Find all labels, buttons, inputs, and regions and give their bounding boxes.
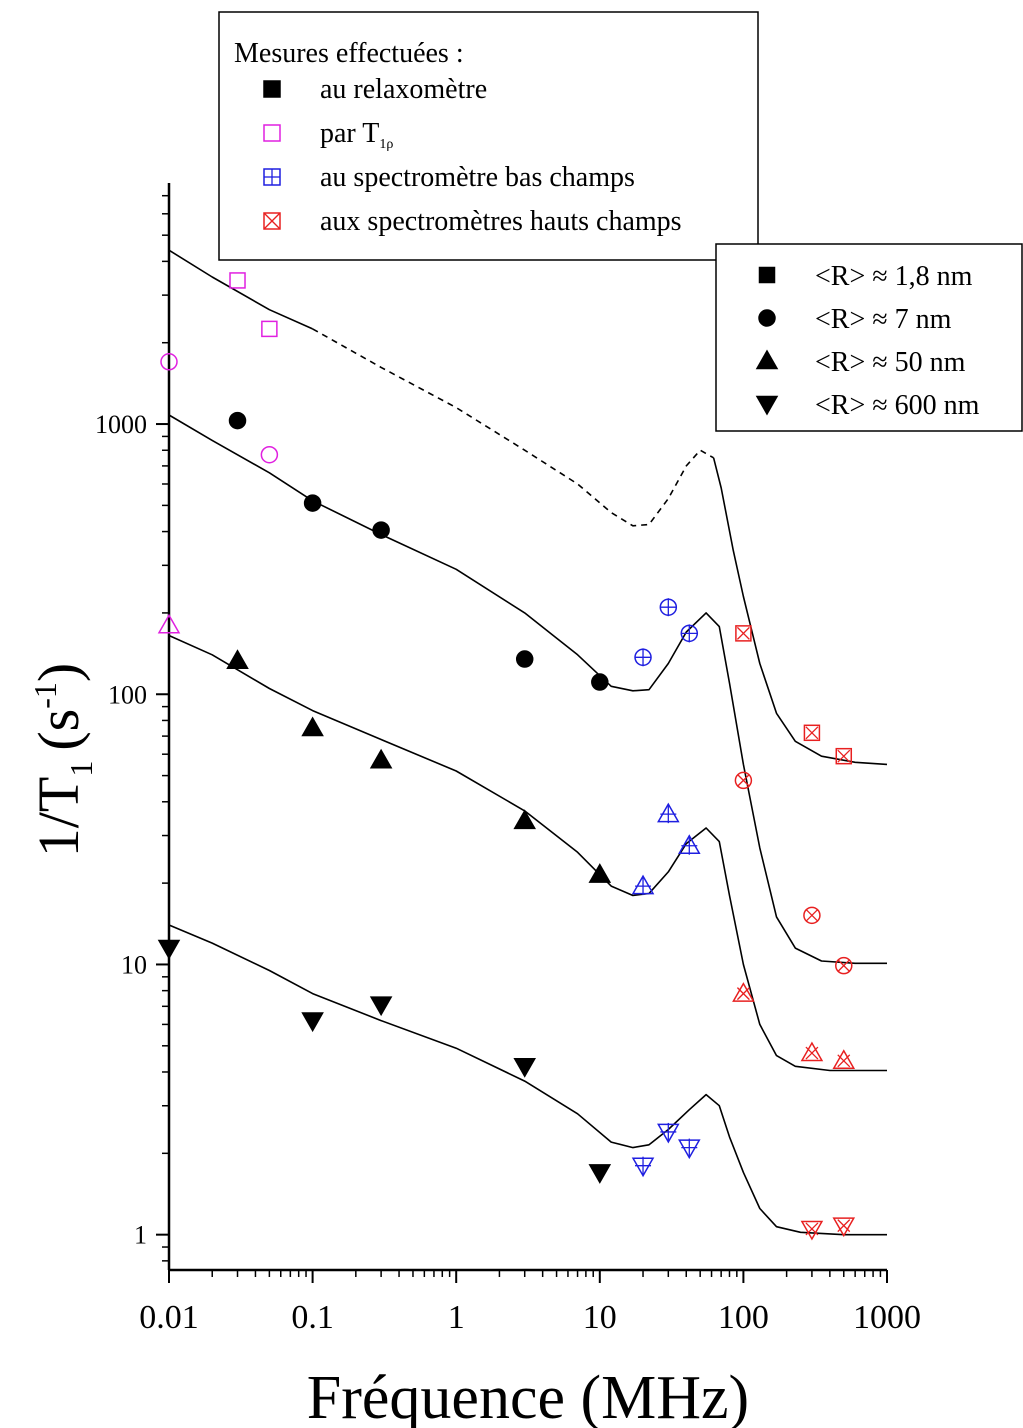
point-circle-relaxometre [373,522,389,538]
point-triangle-up-relaxometre [515,811,535,829]
x-tick-label: 1000 [853,1299,921,1336]
data-point-circle [681,624,697,642]
data-point-triangle-up [658,804,678,823]
data-point-triangle-up [515,811,535,829]
point-circle-t1rho [261,447,277,463]
data-point-triangle-down [679,1139,699,1158]
y-axis-title: 1/T1 (s-1) [26,663,99,857]
y-axis-title-sub: 1 [63,761,99,777]
point-triangle-up-hauts_champs [802,1043,822,1061]
data-point-triangle-down [371,997,391,1015]
data-point-circle [635,648,651,666]
data-point-square [262,321,277,336]
point-circle-relaxometre [230,413,246,429]
point-circle-relaxometre [305,495,321,511]
point-triangle-down-relaxometre [303,1013,323,1031]
point-triangle-up-relaxometre [303,718,323,736]
data-point-circle [517,651,533,667]
data-point-triangle-up [228,651,248,669]
x-tick-label: 0.1 [291,1299,334,1336]
data-point-triangle-up [371,750,391,768]
model-curve-square-dashed [313,329,714,526]
legend-methods-title: Mesures effectuées : [234,38,464,69]
data-point-triangle-down [834,1218,854,1236]
y-axis-title-main: 1/T [26,777,91,858]
y-ticks: 1 10 100 1000 [95,196,169,1261]
legend-size-label: <R> ≈ 7 nm [815,304,952,335]
point-circle-relaxometre [592,674,608,690]
data-point-triangle-up [802,1043,822,1061]
data-point-triangle-down [590,1165,610,1183]
data-point-circle [804,907,820,923]
point-triangle-down-relaxometre [515,1059,535,1077]
legend-sizes: <R> ≈ 1,8 nm <R> ≈ 7 nm <R> ≈ 50 nm <R> ≈ 6… [716,244,1022,431]
legend-method-item: aux spectromètres hauts champs [264,206,682,237]
legend-square-icon [760,268,775,283]
y-axis-title-close: ) [26,663,91,682]
data-point-circle [836,958,852,974]
legend-size-label: <R> ≈ 1,8 nm [815,261,973,292]
legend-size-label: <R> ≈ 50 nm [815,347,966,378]
point-square-t1rho [262,321,277,336]
y-tick-label: 10 [121,950,147,979]
y-tick-label: 1 [134,1221,147,1250]
data-point-square [736,626,751,641]
x-tick-label: 0.01 [139,1299,199,1336]
point-triangle-up-hauts_champs [834,1051,854,1069]
data-point-square [230,273,245,288]
model-curve-triangle-down-solid [169,925,887,1235]
legend-circle-icon [759,310,775,326]
data-point-circle [592,674,608,690]
data-point-circle [660,598,676,616]
y-tick-label: 100 [108,680,147,709]
point-triangle-down-relaxometre [590,1165,610,1183]
data-point-circle [261,447,277,463]
point-square-t1rho [230,273,245,288]
data-point-triangle-down [515,1059,535,1077]
point-circle-relaxometre [517,651,533,667]
y-axis-title-sup: -1 [27,682,63,709]
model-curve-triangle-up-solid [169,636,887,1071]
y-axis-title-paren: (s [26,709,91,751]
legend-method-label: au relaxomètre [320,74,487,105]
legend-size-label: <R> ≈ 600 nm [815,390,980,421]
data-point-triangle-down [658,1123,678,1142]
data-point-square [804,725,819,740]
legend-method-label: aux spectromètres hauts champs [320,206,682,237]
x-ticks: 0.01 0.1 1 10 100 1000 [139,1270,921,1336]
model-curve-square-solid [714,458,887,765]
data-point-triangle-up [679,836,699,855]
point-triangle-down-hauts_champs [802,1221,822,1239]
point-triangle-down-relaxometre [371,997,391,1015]
data-point-triangle-down [633,1157,653,1176]
data-point-circle [305,495,321,511]
x-axis-title: Fréquence (MHz) [307,1364,749,1428]
x-tick-label: 10 [583,1299,617,1336]
legend-filled-square-icon [264,81,280,97]
legend-method-item: au spectromètre bas champs [264,162,635,193]
model-curve-square-solid [169,250,313,329]
data-point-square [836,749,851,764]
data-point-triangle-down [802,1221,822,1239]
y-tick-label: 1000 [95,410,147,439]
x-tick-label: 100 [718,1299,769,1336]
data-point-triangle-up [834,1051,854,1069]
data-point-triangle-down [303,1013,323,1031]
data-point-circle [373,522,389,538]
legend-methods: Mesures effectuées : au relaxomètrepar T… [219,12,758,260]
data-point-circle [230,413,246,429]
data-point-circle [735,772,751,788]
data-point-triangle-down [159,941,179,959]
point-triangle-up-relaxometre [371,750,391,768]
point-triangle-up-relaxometre [228,651,248,669]
data-point-triangle-up [303,718,323,736]
x-tick-label: 1 [448,1299,465,1336]
legend-method-label: au spectromètre bas champs [320,162,635,193]
model-curve-circle-solid [169,415,887,963]
point-triangle-down-relaxometre [159,941,179,959]
point-triangle-down-hauts_champs [834,1218,854,1236]
